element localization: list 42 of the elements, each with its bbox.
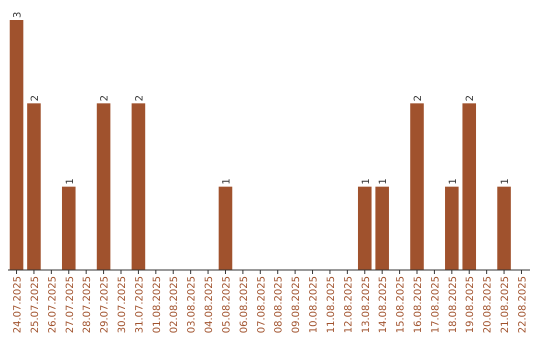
x-tick-label: 30.07.2025 [117,276,128,334]
x-tick-label: 20.08.2025 [482,276,494,334]
x-tick-label: 25.07.2025 [30,276,41,334]
x-tick-label: 12.08.2025 [343,276,354,334]
data-label: 2 [134,94,146,102]
data-label: 2 [413,94,424,102]
x-tick-label: 29.07.2025 [100,276,111,334]
x-tick-label: 21.08.2025 [500,276,512,334]
x-tick-label: 26.07.2025 [47,276,58,334]
x-tick-label: 06.08.2025 [238,276,250,334]
x-tick-label: 01.08.2025 [152,276,163,334]
x-tick-label: 15.08.2025 [396,276,407,334]
data-label: 1 [448,178,459,185]
x-tick-label: 09.08.2025 [291,276,302,334]
x-tick-label: 10.08.2025 [308,276,320,334]
x-tick-label: 22.08.2025 [517,276,528,334]
data-label: 1 [378,178,390,185]
data-label: 1 [221,178,232,185]
x-tick-label: 16.08.2025 [413,276,424,334]
x-tick-label: 03.08.2025 [186,276,198,334]
data-label: 1 [360,178,372,185]
x-tick-label: 17.08.2025 [430,276,442,334]
x-tick-label: 14.08.2025 [378,276,390,334]
x-tick-label: 07.08.2025 [256,276,268,334]
x-tick-label: 28.07.2025 [82,276,94,334]
data-label: 2 [100,94,111,102]
x-tick-label: 24.07.2025 [12,276,24,334]
x-tick-label: 02.08.2025 [169,276,180,334]
data-label: 1 [500,178,512,185]
data-label: 3 [12,12,24,18]
x-tick-label: 04.08.2025 [204,276,216,334]
x-tick-label: 27.07.2025 [64,276,76,334]
x-tick-label: 13.08.2025 [360,276,372,334]
x-tick-label: 31.07.2025 [134,276,146,334]
x-tick-label: 05.08.2025 [221,276,232,334]
x-tick-label: 11.08.2025 [326,276,337,334]
data-label: 2 [465,94,476,102]
data-label: 2 [30,94,41,102]
x-tick-label: 19.08.2025 [465,276,476,334]
x-tick-label: 18.08.2025 [448,276,459,334]
x-tick-label: 08.08.2025 [274,276,285,334]
data-label: 1 [64,178,76,185]
